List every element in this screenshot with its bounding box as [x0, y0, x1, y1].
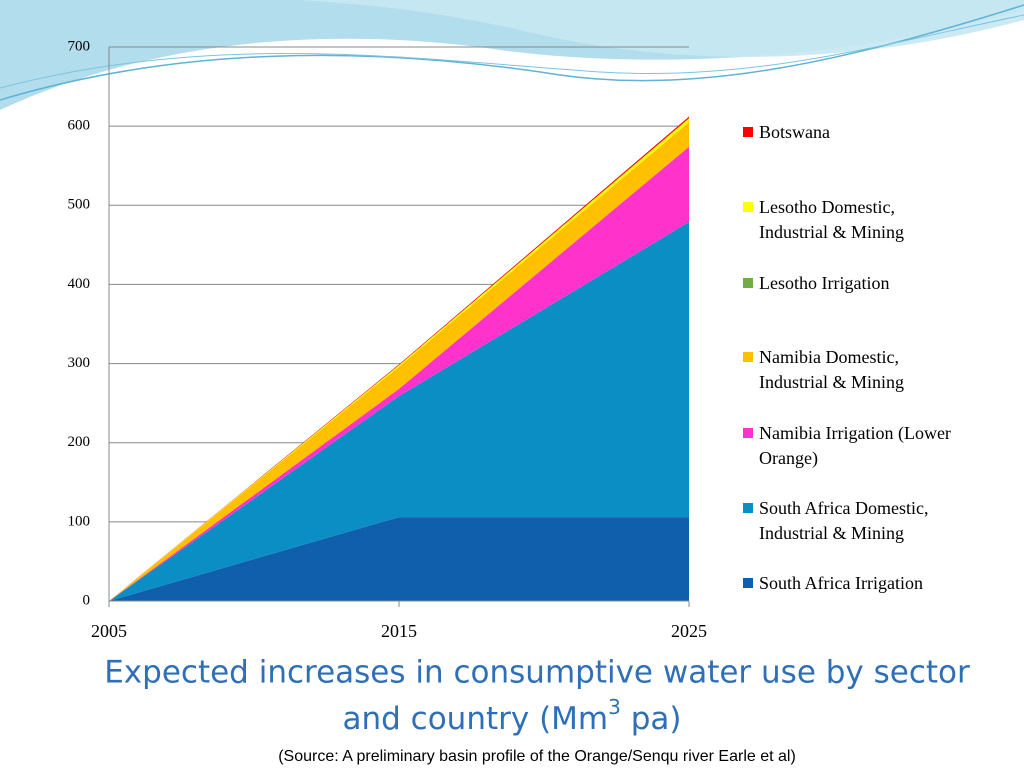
legend-label: South Africa Domestic, Industrial & Mini… — [759, 498, 929, 543]
y-tick-label: 300 — [68, 355, 91, 371]
y-tick-label: 0 — [83, 592, 91, 608]
legend-label: South Africa Irrigation — [759, 573, 923, 593]
chart-title: Expected increases in consumptive water … — [104, 655, 970, 691]
legend-swatch — [743, 127, 753, 137]
chart-title-superscript: 3 — [608, 695, 621, 719]
legend-label: Botswana — [759, 122, 830, 142]
legend-swatch — [743, 428, 753, 438]
y-tick-label: 100 — [68, 513, 91, 529]
x-tick-label: 2015 — [381, 621, 417, 641]
legend-swatch — [743, 278, 753, 288]
source-note: (Source: A preliminary basin profile of … — [278, 748, 796, 765]
y-tick-label: 700 — [68, 38, 91, 54]
y-tick-label: 400 — [68, 276, 91, 292]
y-tick-label: 500 — [68, 197, 91, 213]
legend-label: Lesotho Domestic, Industrial & Mining — [759, 197, 904, 242]
y-tick-label: 600 — [68, 118, 91, 134]
legend-swatch — [743, 202, 753, 212]
x-tick-label: 2025 — [671, 621, 707, 641]
wave-decoration — [300, 0, 1024, 57]
legend-label: Namibia Domestic, Industrial & Mining — [759, 347, 904, 392]
legend-swatch — [743, 503, 753, 513]
chart-title-part: pa) — [621, 701, 682, 737]
x-tick-label: 2005 — [91, 621, 127, 641]
legend-swatch — [743, 352, 753, 362]
legend-swatch — [743, 578, 753, 588]
area — [109, 221, 689, 602]
plot-area: 0 100 200 300 400 500 600 700 2005 2015 2025 — [68, 38, 708, 641]
legend-label: Lesotho Irrigation — [759, 273, 890, 293]
legend-label: Namibia Irrigation (Lower Orange) — [759, 423, 951, 468]
area — [109, 517, 689, 601]
wave-decoration — [0, 4, 1024, 101]
chart-title: and country (Mm3 pa) — [343, 695, 682, 737]
chart-title-part: and country (Mm — [343, 701, 609, 737]
y-tick-label: 200 — [68, 434, 91, 450]
wave-decoration — [0, 14, 1024, 89]
